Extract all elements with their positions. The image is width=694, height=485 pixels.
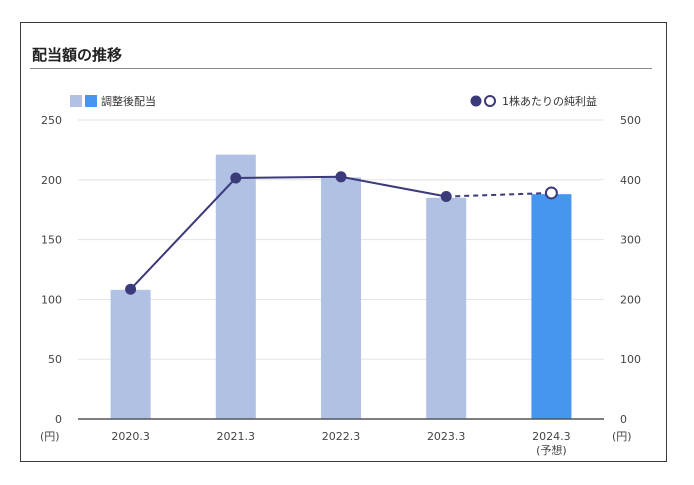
x-tick-label: 2023.3 <box>427 430 466 443</box>
bar-2023.3 <box>426 197 467 419</box>
bar-2022.3 <box>321 177 361 419</box>
y-left-tick-label: 250 <box>41 114 62 127</box>
x-tick-note: (予想) <box>536 443 567 457</box>
bar-2024.3 <box>531 194 572 419</box>
eps-point-2022.3 <box>335 171 347 183</box>
y-left-tick-label: 50 <box>48 353 62 366</box>
title-divider <box>30 68 652 69</box>
y-left-tick-label: 150 <box>41 234 62 247</box>
y-left-tick-label: 0 <box>55 413 62 426</box>
x-tick-label: 2021.3 <box>217 430 256 443</box>
y-right-unit: (円) <box>612 430 632 443</box>
eps-line <box>125 171 558 295</box>
legend-label-dividend: 調整後配当 <box>101 94 156 108</box>
y-right-tick-label: 0 <box>620 413 627 426</box>
bar-2020.3 <box>110 289 151 419</box>
eps-point-2024.3 <box>544 186 558 200</box>
chart-title: 配当額の推移 <box>32 46 123 64</box>
legend-marker-actual <box>470 95 482 107</box>
y-left-unit: (円) <box>40 430 60 443</box>
legend-swatch-forecast <box>85 95 97 107</box>
y-left-tick-label: 100 <box>41 293 62 306</box>
x-tick-label: 2020.3 <box>111 430 150 443</box>
chart-frame <box>20 22 667 462</box>
bar-2021.3 <box>215 154 256 419</box>
x-tick-label: 2022.3 <box>322 430 361 443</box>
legend-swatch-actual <box>70 95 82 107</box>
legend-marker-forecast <box>484 95 496 107</box>
bars <box>110 154 572 419</box>
y-right-tick-label: 300 <box>620 234 641 247</box>
eps-point-2023.3 <box>440 191 452 203</box>
legend-label-eps: 1株あたりの純利益 <box>502 94 597 108</box>
y-right-tick-label: 500 <box>620 114 641 127</box>
eps-line-actual <box>129 175 447 290</box>
y-right-tick-label: 200 <box>620 293 641 306</box>
legend: 調整後配当 1株あたりの純利益 <box>70 94 597 108</box>
eps-point-2021.3 <box>230 172 242 184</box>
eps-point-2020.3 <box>125 283 137 295</box>
y-right-tick-label: 400 <box>620 174 641 187</box>
y-right-tick-label: 100 <box>620 353 641 366</box>
x-tick-label: 2024.3 <box>532 430 571 443</box>
y-left-tick-label: 200 <box>41 174 62 187</box>
